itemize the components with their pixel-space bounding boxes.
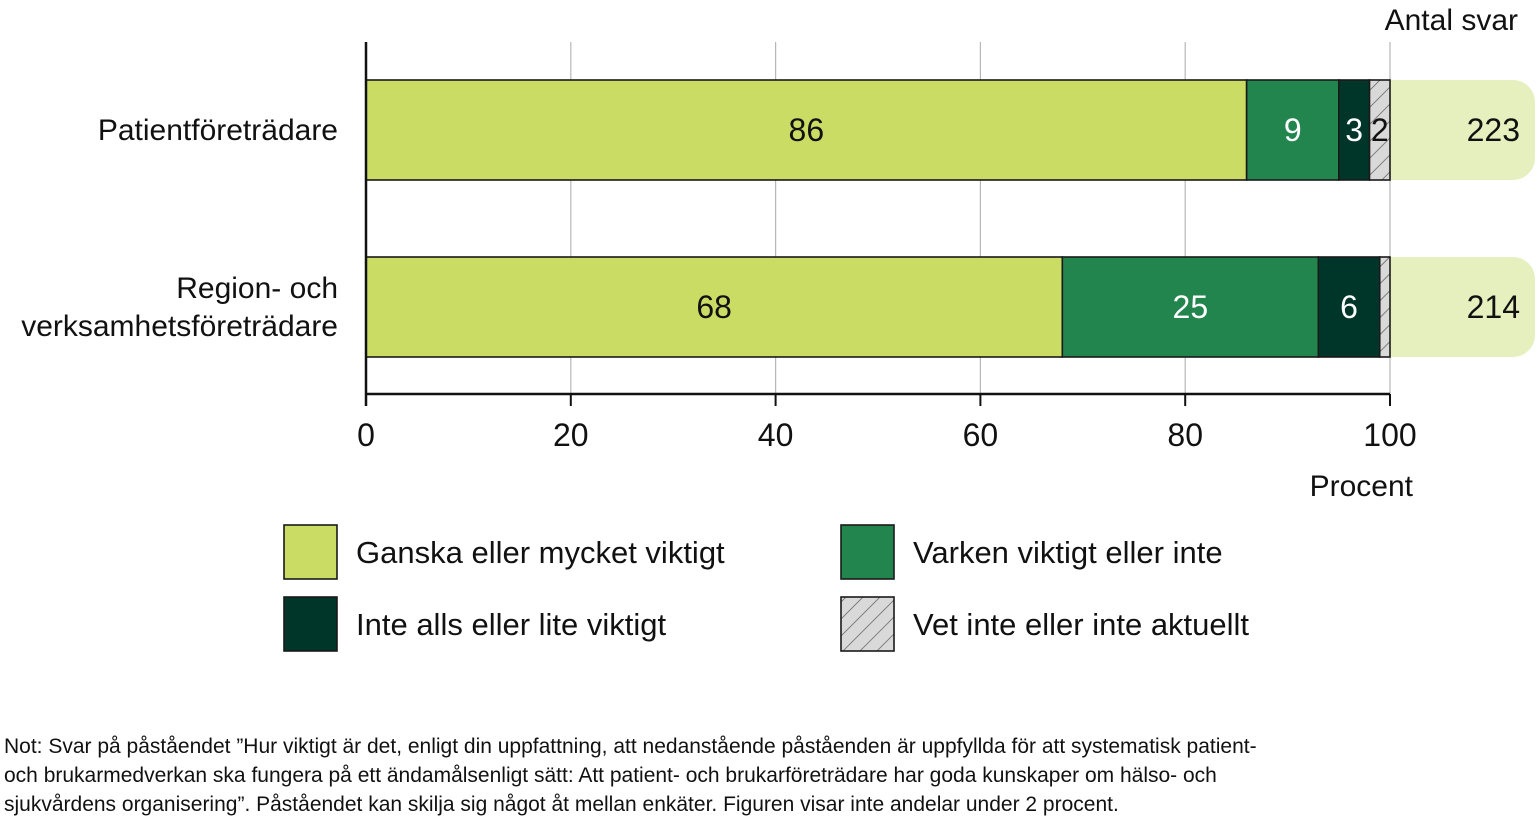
data-label: 3: [1345, 112, 1363, 148]
legend-label: Ganska eller mycket viktigt: [356, 535, 725, 570]
legend-swatch: [840, 524, 895, 580]
legend-label: Inte alls eller lite viktigt: [356, 607, 667, 642]
bar-segment: [365, 79, 1248, 181]
legend-swatch: [283, 524, 338, 580]
x-tick-label: 0: [357, 417, 375, 453]
bar-segment: [1061, 256, 1320, 358]
category-label: verksamhetsföreträdare: [21, 310, 338, 343]
answer-count-box: [1360, 257, 1535, 357]
category-label: Patientföreträdare: [98, 114, 338, 147]
answer-count-label: 214: [1467, 289, 1520, 325]
data-label: 2: [1371, 112, 1389, 148]
footnote-line: och brukarmedverkan ska fungera på ett ä…: [4, 764, 1217, 787]
answer-count-label: 223: [1467, 112, 1520, 148]
x-tick-label: 20: [553, 417, 589, 453]
answer-count-header: Antal svar: [1385, 4, 1518, 37]
bar-segment: [365, 256, 1064, 358]
x-tick-label: 40: [758, 417, 794, 453]
data-label: 9: [1284, 112, 1302, 148]
x-tick-label: 60: [963, 417, 999, 453]
stacked-bar-chart: Antal svar 223 214 86 9 3 2 68 25 6 Patientföret…: [21, 4, 1535, 652]
bar-segment: [1245, 79, 1340, 181]
legend-label: Varken viktigt eller inte: [913, 535, 1223, 570]
answer-count-box: [1360, 80, 1535, 180]
x-tick-label: 100: [1363, 417, 1416, 453]
category-label: Region- och: [176, 272, 338, 305]
data-label: 25: [1173, 289, 1209, 325]
footnote-line: sjukvårdens organisering”. Påståendet ka…: [4, 793, 1119, 816]
data-label: 6: [1340, 289, 1358, 325]
footnote: Not: Svar på påståendet ”Hur viktigt är …: [4, 732, 1534, 819]
x-tick-label: 80: [1167, 417, 1203, 453]
bar-segment: [1368, 79, 1391, 181]
data-label: 68: [696, 289, 732, 325]
legend-swatch: [283, 596, 338, 652]
x-axis-title: Procent: [1310, 470, 1414, 503]
legend-label: Vet inte eller inte aktuellt: [913, 607, 1249, 642]
legend-swatch: [840, 596, 895, 652]
bar-segment: [1338, 79, 1371, 181]
data-label: 86: [789, 112, 825, 148]
bar-segment: [1378, 256, 1391, 358]
footnote-line: Not: Svar på påståendet ”Hur viktigt är …: [4, 735, 1257, 758]
